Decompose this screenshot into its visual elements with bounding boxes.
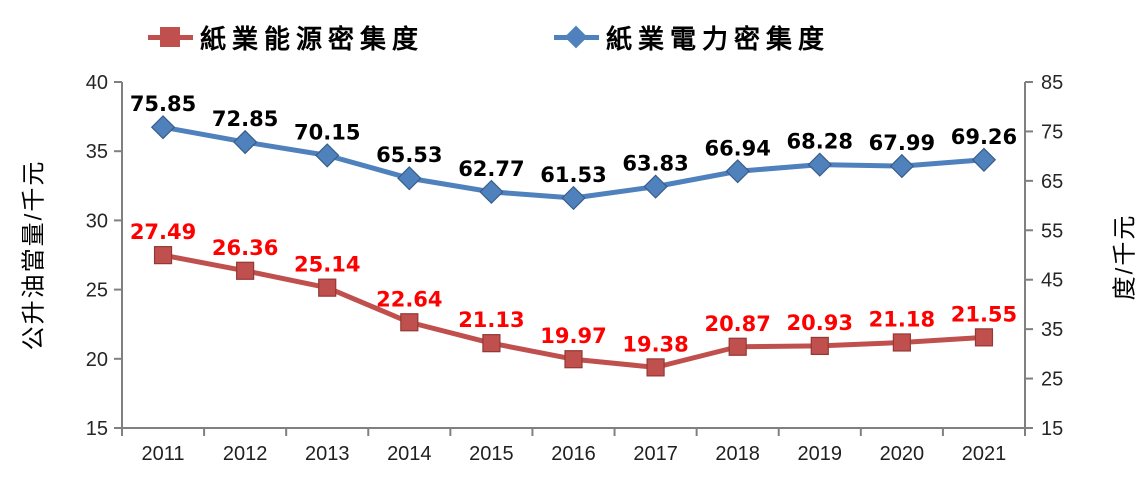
series-marker-diamond xyxy=(889,153,915,179)
series-marker-diamond xyxy=(315,143,340,168)
series-marker-diamond xyxy=(725,159,750,184)
series-marker-diamond xyxy=(807,152,832,177)
series-marker-diamond xyxy=(232,129,258,155)
series-marker-square xyxy=(400,313,419,332)
data-label: 67.99 xyxy=(869,131,935,155)
right-axis-tick-label: 35 xyxy=(1041,319,1063,341)
data-label: 21.18 xyxy=(869,307,935,331)
data-label: 65.53 xyxy=(376,143,442,167)
legend-square-marker-icon xyxy=(148,25,193,49)
series-marker-diamond xyxy=(150,115,176,140)
x-axis-category-label: 2019 xyxy=(798,443,843,465)
right-axis-tick-label: 25 xyxy=(1041,369,1063,391)
data-label: 68.28 xyxy=(787,130,853,154)
data-label: 70.15 xyxy=(294,120,360,144)
series-marker-square xyxy=(482,334,501,353)
x-axis-category-label: 2014 xyxy=(387,443,432,465)
data-label: 27.49 xyxy=(130,220,196,244)
legend-label-energy-intensity: 紙業能源密集度 xyxy=(200,23,425,54)
data-label: 22.64 xyxy=(376,287,442,311)
right-axis-tick-label: 15 xyxy=(1041,418,1063,440)
data-label: 72.85 xyxy=(212,107,278,131)
series-marker-square xyxy=(810,336,829,356)
series-marker-diamond xyxy=(971,147,997,172)
data-label: 63.83 xyxy=(622,152,688,176)
series-marker-diamond xyxy=(479,179,504,205)
series-marker-square xyxy=(153,246,173,265)
left-axis-tick-label: 40 xyxy=(86,72,108,94)
x-axis-category-label: 2011 xyxy=(142,443,185,465)
series-marker-square xyxy=(974,328,994,347)
series-marker-diamond xyxy=(397,166,422,191)
left-axis-tick-label: 15 xyxy=(86,418,108,440)
legend-diamond-marker-icon xyxy=(554,25,600,49)
x-axis-category-label: 2013 xyxy=(305,443,350,465)
data-label: 62.77 xyxy=(458,157,524,181)
data-label: 21.55 xyxy=(951,302,1017,326)
legend-item-electricity-intensity: 紙業電力密集度 xyxy=(554,19,830,56)
x-axis-category-label: 2017 xyxy=(633,443,678,465)
x-axis-category-label: 2018 xyxy=(715,443,760,465)
series-marker-diamond xyxy=(643,174,668,199)
series-marker-square xyxy=(728,337,747,356)
series-marker-square xyxy=(892,333,911,352)
left-axis-tick-label: 30 xyxy=(86,210,108,232)
data-label: 26.36 xyxy=(212,236,278,260)
data-label: 61.53 xyxy=(540,163,606,187)
data-label: 19.97 xyxy=(540,324,606,348)
data-label: 69.26 xyxy=(951,125,1017,149)
x-axis-category-label: 2020 xyxy=(880,443,925,465)
x-axis-category-label: 2021 xyxy=(962,443,1007,465)
data-label: 20.93 xyxy=(787,311,853,335)
right-axis-tick-label: 65 xyxy=(1041,171,1063,193)
legend-item-energy-intensity: 紙業能源密集度 xyxy=(148,19,424,56)
legend-square-icon xyxy=(160,27,180,47)
data-label: 19.38 xyxy=(622,332,688,356)
series-marker-square xyxy=(564,350,583,369)
x-axis-category-label: 2012 xyxy=(223,443,268,465)
series-marker-square xyxy=(318,278,337,297)
left-axis-tick-label: 35 xyxy=(86,141,108,163)
x-axis-category-label: 2015 xyxy=(469,443,514,465)
data-label: 20.87 xyxy=(704,312,770,336)
series-marker-square xyxy=(646,358,665,377)
series-marker-square xyxy=(236,261,255,280)
x-axis-category-label: 2016 xyxy=(551,443,596,465)
data-label: 66.94 xyxy=(704,136,770,160)
data-label: 75.85 xyxy=(130,92,196,116)
legend-label-electricity-intensity: 紙業電力密集度 xyxy=(606,23,831,54)
right-axis-tick-label: 55 xyxy=(1041,220,1063,242)
data-label: 21.13 xyxy=(458,308,524,332)
right-axis-tick-label: 85 xyxy=(1041,72,1063,94)
right-axis-tick-label: 45 xyxy=(1041,270,1063,292)
series-marker-diamond xyxy=(561,185,586,211)
data-label: 25.14 xyxy=(294,253,360,277)
chart-legend: 紙業能源密集度 紙業電力密集度 xyxy=(148,14,830,60)
right-axis-tick-label: 75 xyxy=(1041,121,1063,143)
left-axis-tick-label: 25 xyxy=(86,280,108,302)
left-axis-tick-label: 20 xyxy=(86,349,108,371)
